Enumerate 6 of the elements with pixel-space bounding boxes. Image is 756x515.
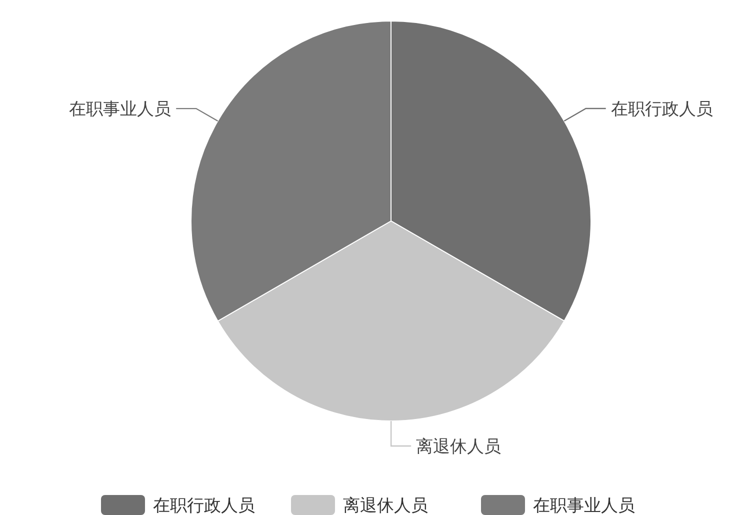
legend-label: 离退休人员 bbox=[343, 496, 428, 515]
legend-label: 在职行政人员 bbox=[153, 496, 255, 515]
slice-label: 离退休人员 bbox=[416, 436, 502, 457]
slice-label: 在职事业人员 bbox=[69, 99, 172, 120]
legend-label: 在职事业人员 bbox=[533, 496, 635, 515]
slice-label: 在职行政人员 bbox=[610, 99, 713, 120]
